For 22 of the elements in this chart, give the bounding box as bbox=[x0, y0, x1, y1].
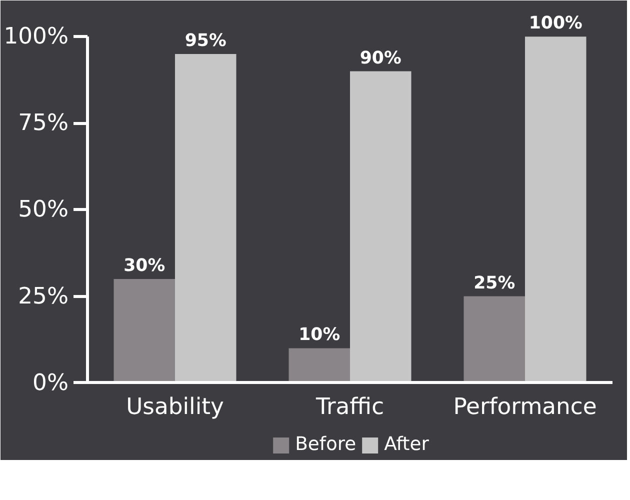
data-label: 30% bbox=[124, 256, 166, 276]
y-tick-label: 75% bbox=[18, 110, 68, 136]
data-label: 95% bbox=[184, 30, 226, 51]
bar bbox=[288, 348, 350, 383]
data-label: 90% bbox=[360, 48, 402, 68]
bar bbox=[114, 278, 175, 383]
legend-label: Before bbox=[295, 434, 356, 455]
y-tick-label: 100% bbox=[4, 24, 69, 50]
y-tick-label: 25% bbox=[18, 283, 68, 310]
data-label: 25% bbox=[474, 273, 516, 294]
x-tick-label: Performance bbox=[453, 394, 597, 420]
x-tick-label: Usability bbox=[126, 394, 224, 420]
bar bbox=[525, 36, 586, 383]
bar bbox=[350, 71, 412, 383]
x-tick-label: Traffic bbox=[314, 394, 384, 420]
bar bbox=[464, 296, 525, 383]
bar bbox=[175, 54, 236, 383]
data-label: 100% bbox=[528, 14, 582, 34]
data-label: 10% bbox=[298, 325, 340, 346]
y-tick-label: 50% bbox=[18, 196, 68, 223]
legend-label: After bbox=[384, 434, 429, 455]
y-tick-label: 0% bbox=[32, 370, 69, 396]
